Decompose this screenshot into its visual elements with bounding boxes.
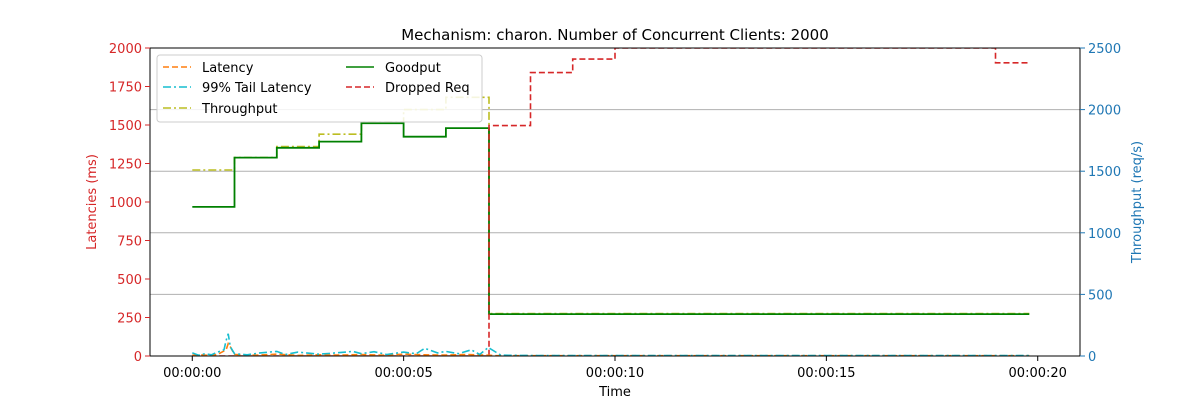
y-left-tick-label-1: 250	[117, 312, 142, 327]
series-line-latency	[192, 341, 1030, 356]
legend-label-throughput: Throughput	[201, 102, 278, 117]
legend-label-dropped-req: Dropped Req	[385, 81, 470, 96]
series-line-99-tail-latency	[192, 333, 1030, 356]
x-tick-label-3: 00:00:15	[797, 366, 855, 381]
y-left-tick-label-6: 1500	[109, 119, 142, 134]
chart-title: Mechanism: charon. Number of Concurrent …	[401, 26, 829, 44]
plot-series	[192, 48, 1030, 356]
legend-box	[156, 54, 483, 123]
y-left-tick-label-2: 500	[117, 273, 142, 288]
x-axis: 00:00:00 00:00:05 00:00:10 00:00:15 00:00:20	[163, 356, 1067, 381]
series-line-dropped-req	[192, 48, 1030, 356]
y-right-tick-label-1: 500	[1088, 288, 1113, 303]
x-tick-label-2: 00:00:10	[586, 366, 644, 381]
y-right-tick-label-0: 0	[1088, 350, 1096, 365]
y-right-tick-label-5: 2500	[1088, 42, 1121, 57]
x-tick-label-4: 00:00:20	[1009, 366, 1067, 381]
legend-label-goodput: Goodput	[385, 61, 441, 76]
y-left-tick-label-7: 1750	[109, 81, 142, 96]
y-right-tick-label-2: 1000	[1088, 227, 1121, 242]
y-right-tick-label-4: 2000	[1088, 104, 1121, 119]
x-axis-label: Time	[598, 385, 631, 400]
right-axis: 0 500 1000 1500 2000 2500	[1080, 42, 1121, 365]
y-left-tick-label-0: 0	[134, 350, 142, 365]
y-left-tick-label-3: 750	[117, 235, 142, 250]
x-tick-label-0: 00:00:00	[163, 366, 221, 381]
y-left-tick-label-8: 2000	[109, 42, 142, 57]
legend: Latency 99% Tail Latency Throughput Goodput…	[156, 54, 483, 123]
y-left-tick-label-5: 1250	[109, 158, 142, 173]
y-axis-label-left: Latencies (ms)	[85, 154, 100, 250]
y-left-tick-label-4: 1000	[109, 196, 142, 211]
y-axis-label-right: Throughput (req/s)	[1130, 141, 1145, 264]
left-axis: 0 250 500 750 1000 1250 1500 1750 2000	[109, 42, 150, 365]
legend-label-99-tail-latency: 99% Tail Latency	[202, 81, 312, 96]
x-tick-label-1: 00:00:05	[374, 366, 432, 381]
legend-label-latency: Latency	[202, 61, 254, 76]
y-right-tick-label-3: 1500	[1088, 165, 1121, 180]
